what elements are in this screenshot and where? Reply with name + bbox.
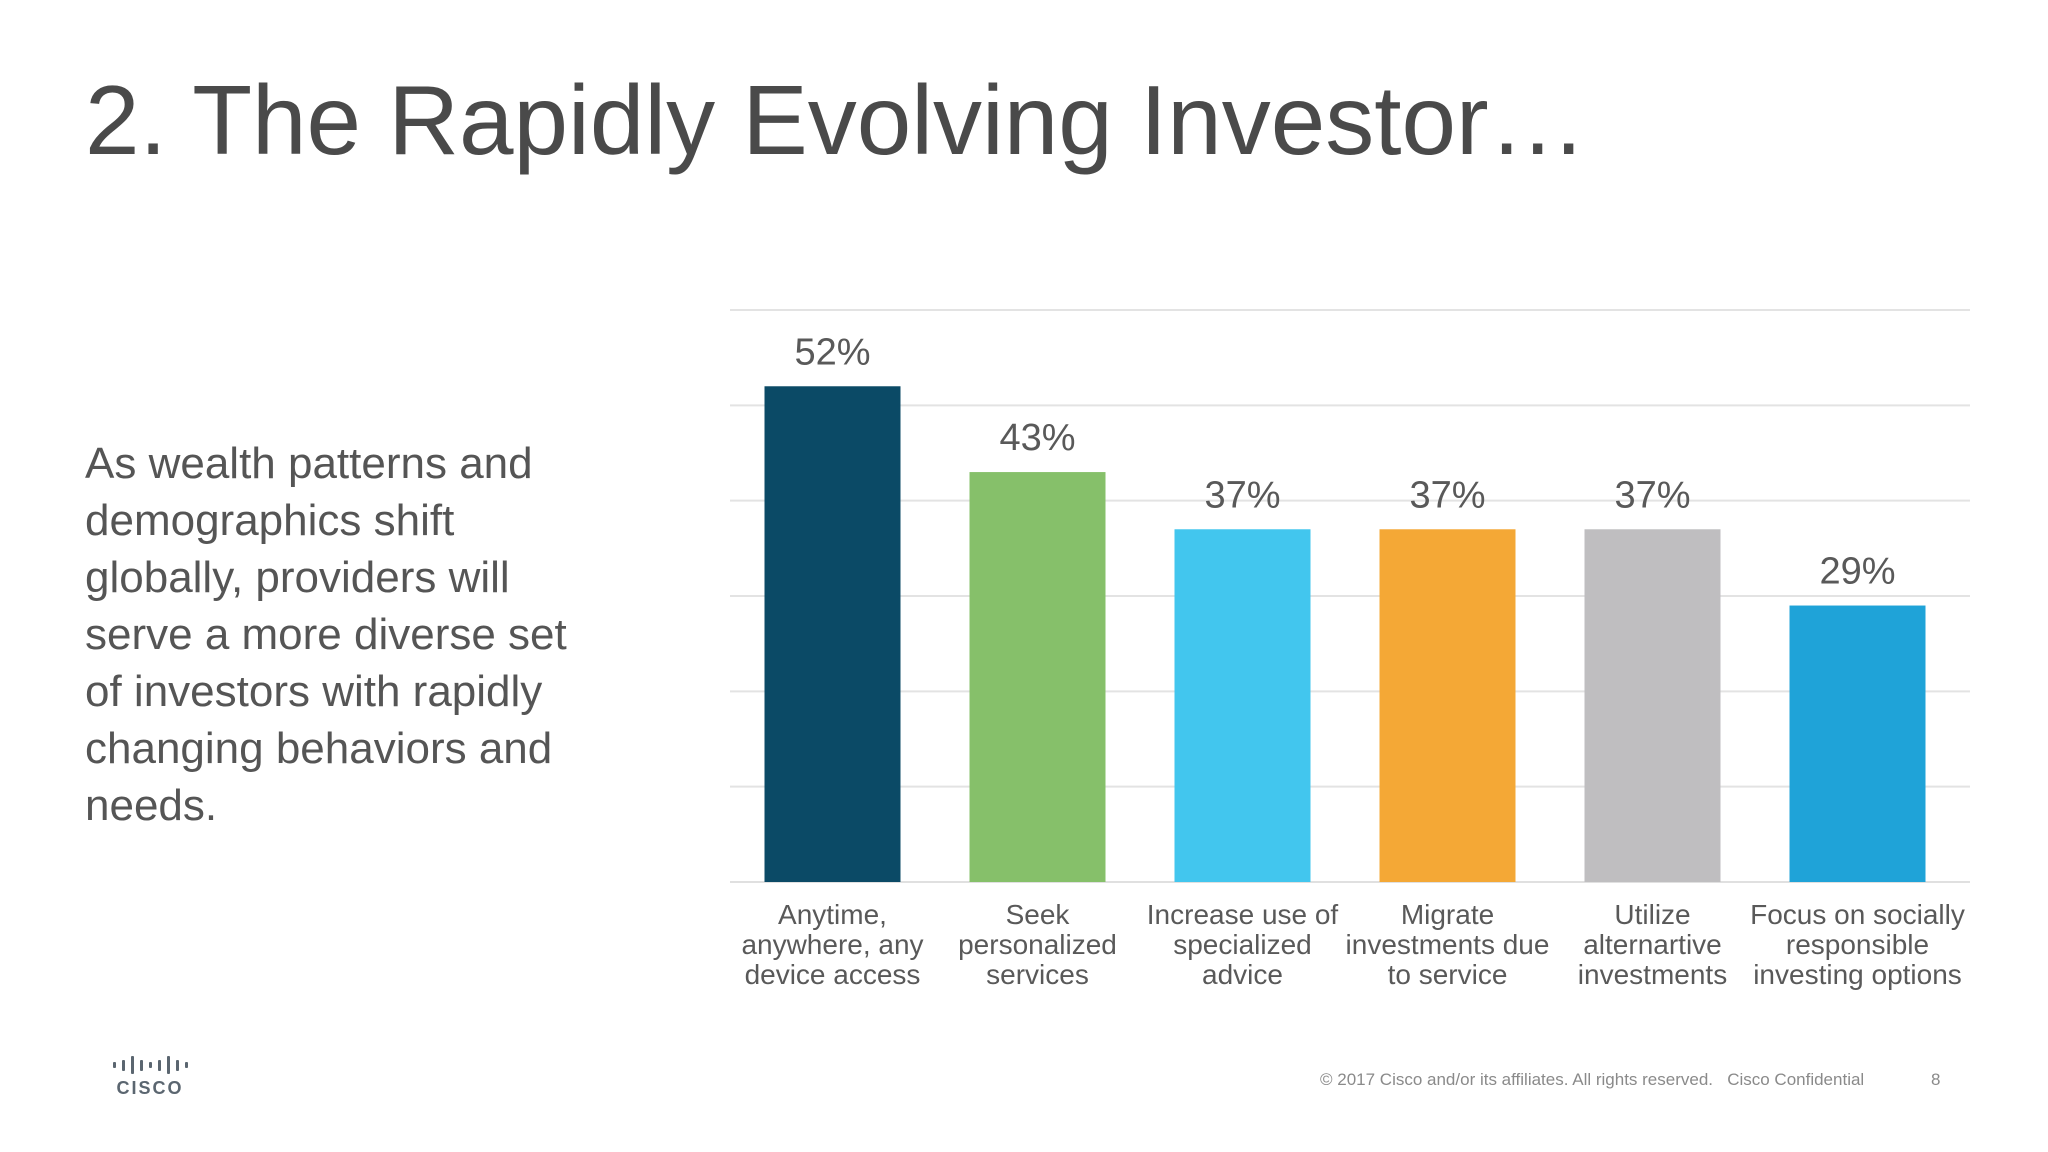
category-label: responsible [1786, 929, 1929, 960]
category-label: investments [1578, 959, 1727, 990]
slide-title: 2. The Rapidly Evolving Investor… [85, 65, 1587, 175]
cisco-logo: CISCO [110, 1055, 190, 1100]
confidential-text: Cisco Confidential [1727, 1070, 1865, 1089]
category-label: to service [1388, 959, 1508, 990]
category-label: anywhere, any [741, 929, 923, 960]
footer: © 2017 Cisco and/or its affiliates. All … [1320, 1070, 1864, 1090]
category-label: advice [1202, 959, 1283, 990]
data-label: 52% [794, 331, 870, 373]
category-label: services [986, 959, 1089, 990]
category-label: Migrate [1401, 899, 1494, 930]
copyright-text: © 2017 Cisco and/or its affiliates. All … [1320, 1070, 1714, 1089]
bar [764, 386, 901, 882]
cisco-logo-bars-icon [110, 1055, 190, 1075]
category-label: Anytime, [778, 899, 887, 930]
bar [1174, 529, 1311, 882]
data-label: 37% [1204, 474, 1280, 516]
category-label: Focus on socially [1750, 899, 1965, 930]
data-label: 29% [1819, 551, 1895, 593]
category-label: Utilize [1614, 899, 1690, 930]
data-label: 37% [1409, 474, 1485, 516]
category-label: device access [745, 959, 921, 990]
data-label: 37% [1614, 474, 1690, 516]
body-text: As wealth patterns and demographics shif… [85, 439, 567, 830]
category-label: Increase use of [1147, 899, 1339, 930]
category-label: investing options [1753, 959, 1962, 990]
bar [969, 472, 1106, 882]
category-label: alternartive [1583, 929, 1722, 960]
bar [1789, 605, 1926, 882]
bar [1584, 529, 1721, 882]
category-label: Seek [1006, 899, 1071, 930]
data-label: 43% [999, 417, 1075, 459]
bar [1379, 529, 1516, 882]
category-label: specialized [1173, 929, 1312, 960]
cisco-logo-text: CISCO [116, 1078, 184, 1098]
category-label: personalized [958, 929, 1117, 960]
page-number: 8 [1931, 1070, 1941, 1089]
category-label: investments due [1346, 929, 1550, 960]
